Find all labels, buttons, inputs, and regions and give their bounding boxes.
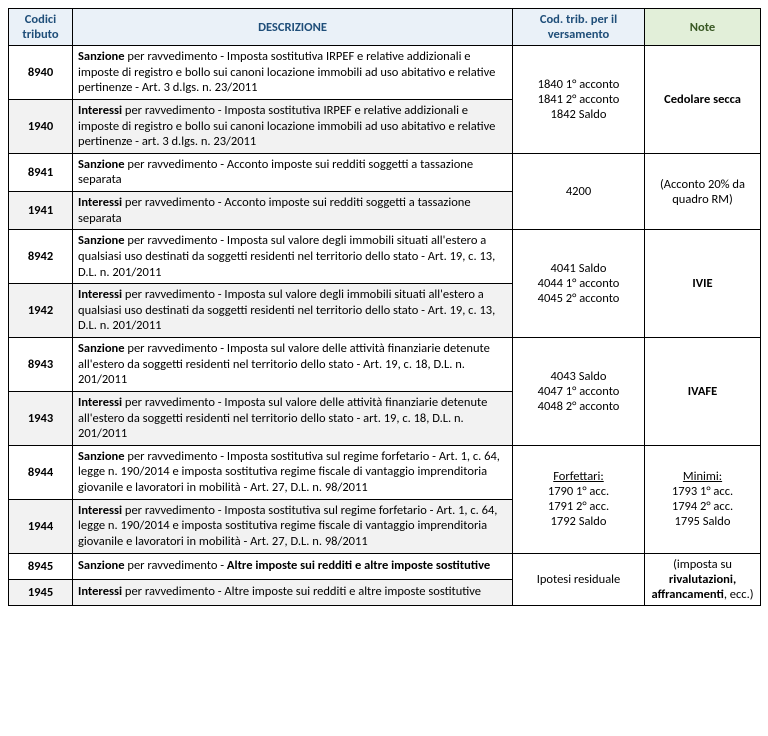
cod-trib-cell: Forfettari:1790 1° acc.1791 2° acc.1792 … xyxy=(513,445,645,553)
code-cell: 1945 xyxy=(9,579,73,605)
description-cell: Sanzione per ravvedimento - Imposta sost… xyxy=(73,46,513,100)
th-cod-trib: Cod. trib. per il versamento xyxy=(513,9,645,46)
code-cell: 1940 xyxy=(9,99,73,153)
th-codici: Codici tributo xyxy=(9,9,73,46)
code-cell: 1943 xyxy=(9,391,73,445)
description-cell: Sanzione per ravvedimento - Acconto impo… xyxy=(73,153,513,191)
description-cell: Sanzione per ravvedimento - Altre impost… xyxy=(73,553,513,579)
th-descrizione: DESCRIZIONE xyxy=(73,9,513,46)
description-cell: Sanzione per ravvedimento - Imposta sul … xyxy=(73,230,513,284)
description-cell: Interessi per ravvedimento - Imposta sos… xyxy=(73,99,513,153)
note-cell: Cedolare secca xyxy=(645,46,761,154)
table-row: 8941Sanzione per ravvedimento - Acconto … xyxy=(9,153,761,191)
table-row: 8942Sanzione per ravvedimento - Imposta … xyxy=(9,230,761,284)
cod-trib-cell: 4043 Saldo4047 1° acconto4048 2° acconto xyxy=(513,338,645,446)
description-cell: Interessi per ravvedimento - Imposta sul… xyxy=(73,284,513,338)
code-cell: 8945 xyxy=(9,553,73,579)
description-cell: Interessi per ravvedimento - Imposta sul… xyxy=(73,391,513,445)
cod-trib-cell: 1840 1° acconto1841 2° acconto1842 Saldo xyxy=(513,46,645,154)
tributi-table: Codici tributo DESCRIZIONE Cod. trib. pe… xyxy=(8,8,761,606)
code-cell: 8944 xyxy=(9,445,73,499)
th-note: Note xyxy=(645,9,761,46)
code-cell: 8943 xyxy=(9,338,73,392)
code-cell: 1942 xyxy=(9,284,73,338)
note-cell: (imposta su rivalutazioni, affrancamenti… xyxy=(645,553,761,605)
note-cell: (Acconto 20% da quadro RM) xyxy=(645,153,761,230)
code-cell: 8941 xyxy=(9,153,73,191)
code-cell: 1944 xyxy=(9,499,73,553)
table-row: 8943Sanzione per ravvedimento - Imposta … xyxy=(9,338,761,392)
cod-trib-cell: 4200 xyxy=(513,153,645,230)
note-cell: IVAFE xyxy=(645,338,761,446)
code-cell: 8942 xyxy=(9,230,73,284)
cod-trib-cell: 4041 Saldo4044 1° acconto4045 2° acconto xyxy=(513,230,645,338)
table-row: 8940Sanzione per ravvedimento - Imposta … xyxy=(9,46,761,100)
description-cell: Sanzione per ravvedimento - Imposta sul … xyxy=(73,338,513,392)
description-cell: Interessi per ravvedimento - Imposta sos… xyxy=(73,499,513,553)
code-cell: 1941 xyxy=(9,192,73,230)
description-cell: Sanzione per ravvedimento - Imposta sost… xyxy=(73,445,513,499)
description-cell: Interessi per ravvedimento - Altre impos… xyxy=(73,579,513,605)
description-cell: Interessi per ravvedimento - Acconto imp… xyxy=(73,192,513,230)
note-cell: IVIE xyxy=(645,230,761,338)
code-cell: 8940 xyxy=(9,46,73,100)
table-row: 8945Sanzione per ravvedimento - Altre im… xyxy=(9,553,761,579)
header-row: Codici tributo DESCRIZIONE Cod. trib. pe… xyxy=(9,9,761,46)
note-cell: Minimi:1793 1° acc.1794 2° acc.1795 Sald… xyxy=(645,445,761,553)
cod-trib-cell: Ipotesi residuale xyxy=(513,553,645,605)
table-row: 8944Sanzione per ravvedimento - Imposta … xyxy=(9,445,761,499)
